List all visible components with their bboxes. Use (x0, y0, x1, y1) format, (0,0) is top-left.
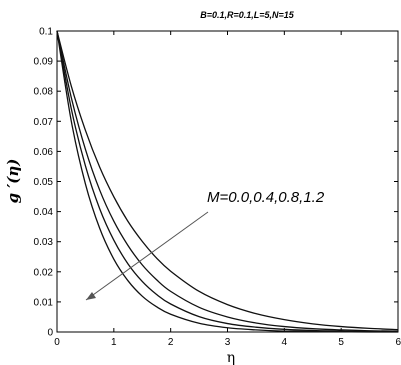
y-tick-label: 0.08 (34, 87, 54, 98)
x-tick-label: 0 (54, 337, 60, 348)
series-line-1 (56, 30, 399, 331)
y-tick-label: 0 (47, 328, 53, 339)
y-tick-label: 0.01 (34, 297, 54, 308)
plot-area-frame (56, 30, 399, 333)
x-axis-label: η (227, 350, 235, 365)
series-line-2 (56, 30, 399, 332)
series-line-4 (56, 30, 399, 333)
series-group (56, 30, 399, 333)
annotation-arrowhead (86, 292, 96, 300)
y-tick-label: 0.1 (39, 27, 53, 38)
x-axis: 0 1 2 3 4 5 6 (54, 31, 401, 348)
series-line-3 (56, 30, 399, 333)
annotation-label: M=0.0,0.4,0.8,1.2 (207, 189, 325, 206)
x-tick-label: 2 (168, 337, 174, 348)
y-tick-label: 0.09 (34, 57, 54, 68)
y-tick-label: 0.03 (34, 237, 54, 248)
chart-title: B=0.1,R=0.1,L=5,N=15 (200, 10, 295, 20)
x-tick-label: 4 (282, 337, 288, 348)
y-tick-label: 0.02 (34, 267, 54, 278)
y-tick-label: 0.04 (34, 207, 54, 218)
y-axis-label: g ′(η) (4, 159, 22, 204)
y-tick-label: 0.07 (34, 117, 54, 128)
y-tick-label: 0.05 (34, 177, 54, 188)
x-tick-label: 6 (395, 337, 401, 348)
y-axis: 0 0.01 0.02 0.03 0.04 0.05 0.06 0.07 0.08 0.09 0.1 (34, 27, 398, 339)
y-tick-label: 0.06 (34, 147, 54, 158)
x-tick-label: 5 (338, 337, 344, 348)
x-tick-label: 1 (111, 337, 117, 348)
annotation-arrow (85, 211, 209, 301)
x-tick-label: 3 (225, 337, 231, 348)
